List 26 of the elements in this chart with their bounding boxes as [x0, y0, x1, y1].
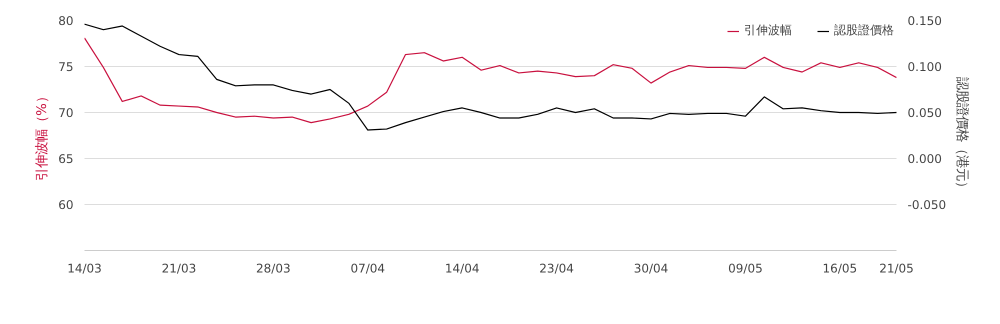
y2-axis-title: 認股證價格（港元）	[954, 77, 970, 194]
x-tick-label: 09/05	[728, 262, 763, 276]
line-series	[84, 37, 896, 124]
y2-tick-label: 0.000	[908, 152, 942, 166]
y-tick-label: 60	[58, 198, 74, 212]
x-tick-label: 07/04	[350, 262, 386, 276]
y-tick-label: 75	[58, 60, 74, 74]
y-tick-label: 80	[58, 14, 74, 28]
y-tick-label: 65	[58, 152, 74, 166]
x-tick-label: 14/04	[444, 262, 480, 276]
x-tick-label: 14/03	[67, 262, 102, 276]
line-series	[84, 24, 896, 131]
x-tick-label: 21/03	[162, 262, 196, 276]
y2-tick-label: 0.150	[908, 14, 942, 28]
x-tick-label: 16/05	[822, 262, 858, 276]
legend-label: 認股證價格	[834, 22, 894, 39]
y-tick-label: 70	[58, 106, 74, 120]
legend-label: 引伸波幅	[744, 22, 792, 39]
x-tick-label: 21/05	[879, 262, 914, 276]
y-axis-title: 引伸波幅（%）	[35, 90, 50, 181]
y2-tick-label: -0.050	[908, 198, 946, 212]
x-tick-label: 23/04	[539, 262, 574, 276]
x-tick-label: 30/04	[634, 262, 668, 276]
y2-tick-label: 0.100	[908, 60, 942, 74]
x-tick-label: 28/03	[256, 262, 291, 276]
y2-tick-label: 0.050	[908, 106, 942, 120]
